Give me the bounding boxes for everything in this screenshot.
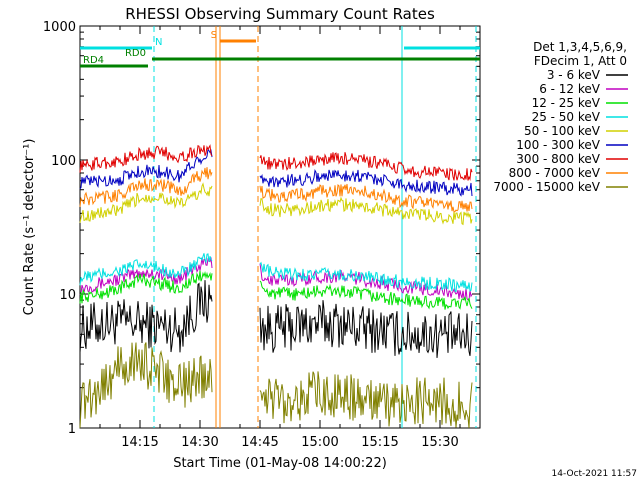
legend-label: 800 - 7000 keV	[509, 166, 601, 180]
legend-label: 100 - 300 keV	[516, 138, 600, 152]
series-line	[79, 144, 213, 173]
series-line	[259, 261, 473, 293]
series-line	[79, 280, 213, 353]
series-line	[259, 300, 473, 358]
chart-title: RHESSI Observing Summary Count Rates	[125, 5, 435, 23]
legend-label: 300 - 800 keV	[516, 152, 600, 166]
flag-label: S	[211, 30, 217, 41]
series-line	[79, 182, 213, 223]
x-tick-label: 15:00	[301, 435, 338, 450]
legend-label: 12 - 25 keV	[532, 96, 601, 110]
series-line	[79, 342, 213, 428]
x-axis-label: Start Time (01-May-08 14:00:22)	[173, 456, 387, 471]
y-tick-label: 10	[59, 288, 76, 303]
series-line	[259, 152, 473, 181]
legend-label: 6 - 12 keV	[539, 82, 601, 96]
series-line	[259, 196, 473, 226]
y-tick-label: 100	[51, 154, 76, 169]
legend-label: 3 - 6 keV	[547, 68, 601, 82]
axis-ticks: 14:15 14:30 14:45 15:00 15:15 15:30 1 10 100 1000	[43, 20, 481, 450]
series-line	[259, 168, 473, 197]
y-tick-label: 1	[68, 422, 76, 437]
y-tick-label: 1000	[43, 20, 76, 35]
series-lines	[79, 144, 473, 428]
legend-label: 50 - 100 keV	[524, 124, 601, 138]
flag-label: N	[155, 37, 162, 48]
x-tick-label: 15:15	[361, 435, 398, 450]
x-tick-label: 14:45	[241, 435, 278, 450]
series-line	[259, 371, 473, 428]
x-tick-label: 15:30	[421, 435, 458, 450]
flag-label: RD4	[83, 55, 104, 66]
flag-label: RD0	[125, 48, 146, 59]
series-line	[259, 263, 473, 301]
flag-annotations: N S RD0 RD4	[80, 30, 480, 68]
footer-timestamp: 14-Oct-2021 11:57	[552, 469, 637, 479]
series-line	[79, 253, 213, 286]
series-line	[259, 280, 473, 310]
series-line	[79, 147, 213, 190]
legend-label: 25 - 50 keV	[532, 110, 601, 124]
series-line	[259, 183, 473, 213]
x-tick-label: 14:15	[121, 435, 158, 450]
x-tick-label: 14:30	[181, 435, 218, 450]
series-line	[79, 167, 213, 207]
y-axis-label: Count Rate (s⁻¹ detector⁻¹)	[22, 139, 37, 316]
legend-label: 7000 - 15000 keV	[493, 180, 600, 194]
legend-header-line-1: Det 1,3,4,5,6,9,	[533, 40, 627, 54]
legend-header-line-2: FDecim 1, Att 0	[534, 54, 627, 68]
series-line	[79, 270, 213, 304]
